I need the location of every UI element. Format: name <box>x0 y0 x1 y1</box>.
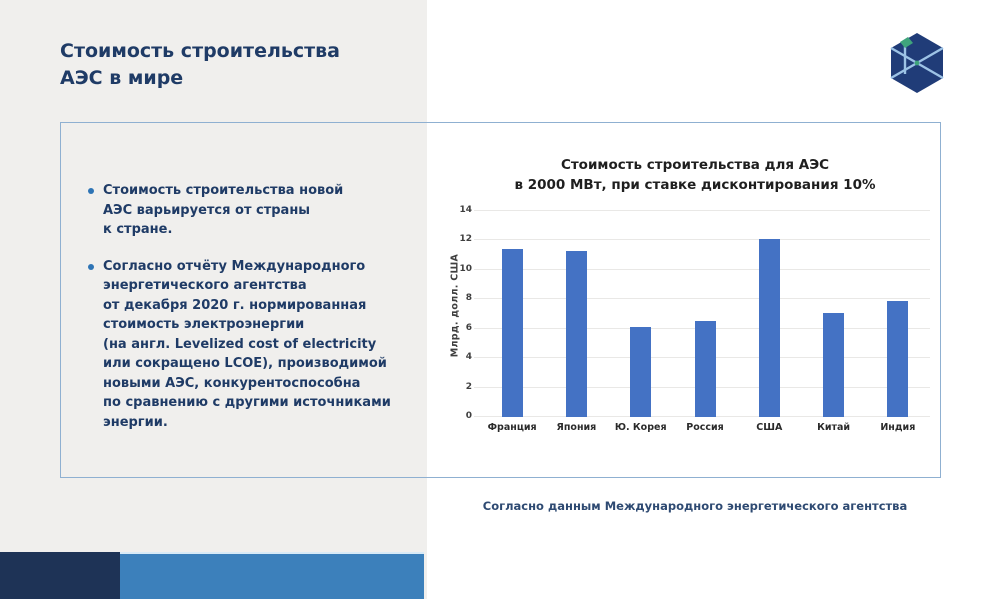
bar-Китай <box>823 312 845 417</box>
gridline <box>474 268 930 270</box>
chart-x-labels: Франция Япония Ю. Корея Россия США Китай Индия <box>480 422 930 438</box>
wireframe-cube-logo-icon <box>890 33 944 93</box>
chart-title: Стоимость строительства для АЭС в 2000 М… <box>514 157 876 193</box>
bullet-list: Стоимость строительства новой АЭС варьир… <box>88 181 418 449</box>
chart-plot <box>474 210 930 417</box>
content-card <box>60 122 941 478</box>
bar-Япония <box>565 250 587 417</box>
y-tick-label: 4 <box>465 352 472 363</box>
y-tick-label: 8 <box>465 293 472 304</box>
y-tick-label: 2 <box>465 381 472 392</box>
bar-Ю. Корея <box>630 327 652 417</box>
source-caption: Согласно данным Международного энергетич… <box>482 499 908 513</box>
x-tick-label: Индия <box>880 422 916 433</box>
bullet-item: Стоимость строительства новой АЭС варьир… <box>88 181 418 240</box>
bullet-text: Стоимость строительства новой АЭС варьир… <box>103 183 344 237</box>
bullet-dot-icon <box>88 188 94 194</box>
x-tick-label: Россия <box>686 422 724 433</box>
bar-Индия <box>887 300 909 417</box>
x-tick-label: Китай <box>817 422 851 433</box>
x-tick-label: Ю. Корея <box>614 422 667 433</box>
y-tick-label: 10 <box>459 263 472 274</box>
x-tick-label: Япония <box>556 422 597 433</box>
y-tick-label: 14 <box>459 205 472 215</box>
chart-y-ticks: 0 2 4 6 8 10 12 14 <box>450 206 472 421</box>
y-tick-label: 0 <box>465 411 472 421</box>
bar-Франция <box>501 249 523 417</box>
bar-США <box>758 238 780 417</box>
footer-navy-block <box>0 552 120 599</box>
footer-blue-bar <box>120 552 424 599</box>
bullet-text: Согласно отчёту Международного энергетич… <box>103 258 391 430</box>
y-tick-label: 6 <box>465 322 472 333</box>
bullet-dot-icon <box>88 263 94 270</box>
gridline <box>474 298 930 300</box>
x-tick-label: США <box>756 422 783 433</box>
x-tick-label: Франция <box>487 422 537 433</box>
left-background-panel <box>0 0 427 599</box>
bar-Россия <box>694 321 716 417</box>
bullet-item: Согласно отчёту Международного энергетич… <box>88 257 418 433</box>
gridline <box>474 210 930 211</box>
gridline <box>474 239 930 241</box>
slide-title: Стоимость строительства АЭС в мире <box>60 40 340 89</box>
y-tick-label: 12 <box>459 234 472 245</box>
